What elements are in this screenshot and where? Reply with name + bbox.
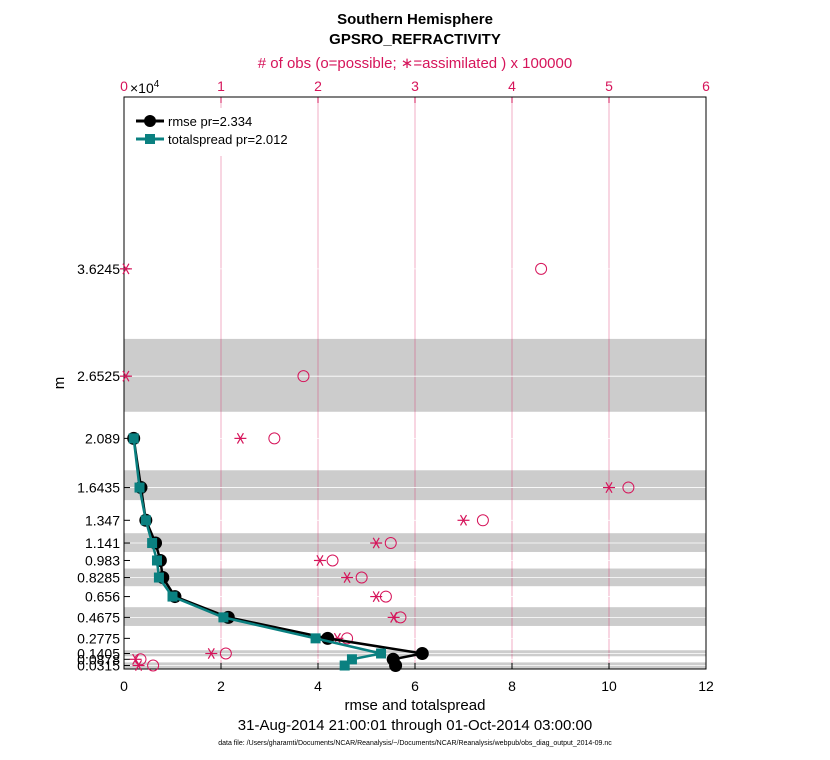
obs-possible-marker-10 bbox=[622, 481, 635, 494]
y-axis-label: m bbox=[51, 377, 68, 390]
totalspread-point-4 bbox=[218, 612, 229, 623]
obs-assimilated-marker-6 bbox=[341, 572, 354, 584]
totalspread-point-11 bbox=[128, 433, 139, 444]
totalspread-point-6 bbox=[153, 572, 164, 583]
obs-assimilated-marker-1 bbox=[129, 653, 142, 665]
chart-title: Southern Hemisphere bbox=[337, 11, 493, 28]
legend-label-rmse: rmse pr=2.334 bbox=[168, 114, 252, 129]
chart-subtitle: GPSRO_REFRACTIVITY bbox=[329, 31, 501, 48]
y-tick-label-9: 1.347 bbox=[85, 512, 120, 528]
obs-assimilated-marker-13 bbox=[119, 263, 132, 275]
y-tick-label-0: 0.0315 bbox=[77, 658, 120, 674]
y-tick-label-6: 0.8285 bbox=[77, 570, 120, 586]
top-tick-label-4: 4 bbox=[508, 78, 516, 94]
y-tick-label-12: 2.6525 bbox=[77, 368, 120, 384]
legend-marker-rmse bbox=[144, 115, 156, 127]
data-file-footnote: data file: /Users/gharamti/Documents/NCA… bbox=[218, 740, 612, 747]
obs-possible-marker-8 bbox=[384, 537, 397, 550]
obs-assimilated-marker-4 bbox=[387, 611, 400, 623]
x-tick-label-6: 12 bbox=[698, 678, 714, 694]
totalspread-point-2 bbox=[376, 648, 387, 659]
obs-possible-marker-6 bbox=[355, 571, 368, 584]
top-axis-multiplier: ×104 bbox=[130, 79, 160, 96]
y-tick-label-3: 0.2775 bbox=[77, 630, 120, 646]
totalspread-point-3 bbox=[310, 633, 321, 644]
obs-assimilated-marker-12 bbox=[119, 370, 132, 382]
top-tick-label-1: 1 bbox=[217, 78, 225, 94]
obs-assimilated-marker-10 bbox=[603, 482, 615, 494]
totalspread-point-7 bbox=[151, 555, 162, 566]
date-range: 31-Aug-2014 21:00:01 through 01-Oct-2014… bbox=[238, 717, 592, 734]
obs-possible-marker-13 bbox=[535, 262, 548, 275]
totalspread-point-0 bbox=[339, 660, 350, 671]
y-tick-label-11: 2.089 bbox=[85, 430, 120, 446]
y-tick-label-2: 0.1405 bbox=[77, 645, 120, 661]
y-tick-label-7: 0.983 bbox=[85, 552, 120, 568]
series-lines bbox=[127, 431, 429, 673]
obs-assimilated-marker-8 bbox=[370, 537, 383, 549]
top-tick-label-0: 0 bbox=[120, 78, 128, 94]
obs-possible-marker-0 bbox=[147, 659, 160, 672]
obs-assimilated-marker-2 bbox=[205, 647, 218, 659]
obs-possible-marker-12 bbox=[297, 370, 310, 383]
totalspread-point-9 bbox=[140, 515, 151, 526]
obs-assimilated-marker-7 bbox=[313, 554, 326, 566]
x-tick-label-1: 2 bbox=[217, 678, 225, 694]
x-tick-label-0: 0 bbox=[120, 678, 128, 694]
legend: rmse pr=2.334 totalspread pr=2.012 bbox=[131, 108, 306, 156]
legend-label-totalspread: totalspread pr=2.012 bbox=[168, 132, 288, 147]
obs-markers bbox=[119, 262, 635, 672]
rmse-point-2 bbox=[415, 646, 429, 660]
obs-possible-marker-11 bbox=[268, 432, 281, 445]
obs-possible-marker-7 bbox=[326, 554, 339, 567]
x-tick-label-3: 6 bbox=[411, 678, 419, 694]
x-tick-label-2: 4 bbox=[314, 678, 322, 694]
totalspread-point-10 bbox=[134, 482, 145, 493]
totalspread-point-1 bbox=[346, 654, 357, 665]
y-tick-label-8: 1.141 bbox=[85, 535, 120, 551]
top-axis-label: # of obs (o=possible; ∗=assimilated ) x … bbox=[258, 55, 572, 72]
totalspread-point-8 bbox=[147, 538, 158, 549]
top-tick-label-5: 5 bbox=[605, 78, 613, 94]
x-axis-label: rmse and totalspread bbox=[345, 697, 486, 714]
obs-assimilated-marker-5 bbox=[370, 591, 383, 603]
rmse-point-1 bbox=[386, 652, 400, 666]
totalspread-point-5 bbox=[167, 591, 178, 602]
obs-possible-marker-9 bbox=[476, 514, 489, 527]
top-tick-label-3: 3 bbox=[411, 78, 419, 94]
axis-ticks: 0 2 4 6 8 10 120 1 2 3 4 5 60.03150.08780.14050.2775… bbox=[77, 78, 714, 694]
top-tick-label-6: 6 bbox=[702, 78, 710, 94]
obs-assimilated-marker-9 bbox=[457, 514, 470, 526]
obs-possible-marker-2 bbox=[219, 647, 232, 660]
y-tick-label-1: 0.0878 bbox=[77, 651, 120, 667]
plot-frame bbox=[123, 96, 707, 670]
y-tick-label-4: 0.4675 bbox=[77, 609, 120, 625]
y-tick-label-5: 0.656 bbox=[85, 589, 120, 605]
x-tick-label-4: 8 bbox=[508, 678, 516, 694]
obs-assimilated-marker-11 bbox=[234, 432, 247, 444]
legend-marker-totalspread bbox=[145, 134, 155, 144]
x-tick-label-5: 10 bbox=[601, 678, 617, 694]
y-tick-label-13: 3.6245 bbox=[77, 261, 120, 277]
top-tick-label-2: 2 bbox=[314, 78, 322, 94]
y-tick-label-10: 1.6435 bbox=[77, 480, 120, 496]
legend-box bbox=[131, 108, 306, 156]
